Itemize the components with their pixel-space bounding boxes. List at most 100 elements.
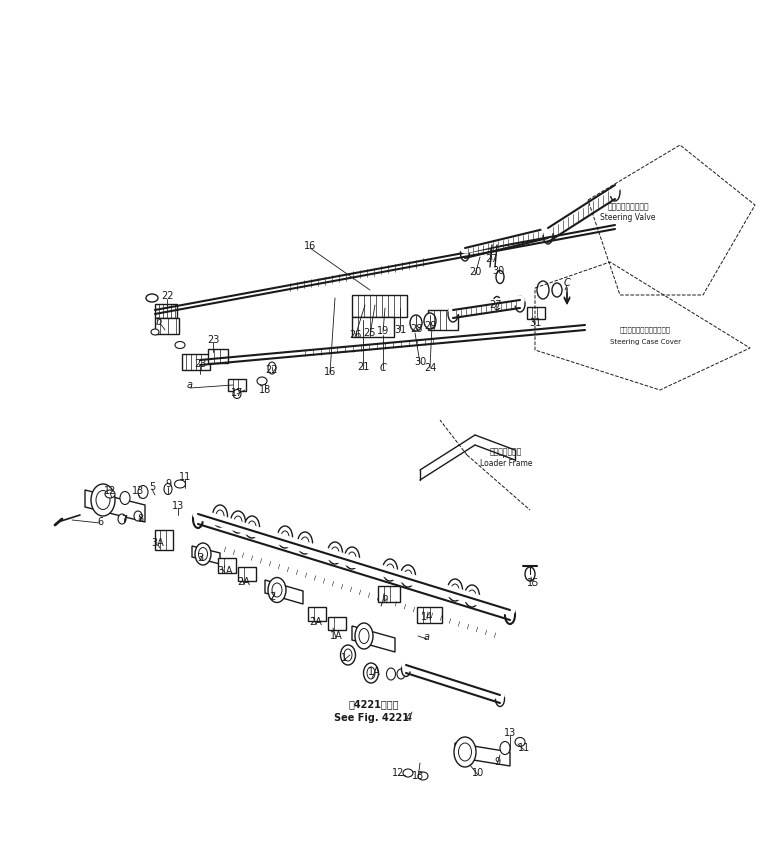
Ellipse shape (359, 629, 369, 643)
Text: 30: 30 (492, 266, 504, 276)
Ellipse shape (175, 342, 185, 349)
Ellipse shape (198, 547, 207, 560)
Text: 13: 13 (132, 486, 144, 496)
Ellipse shape (233, 389, 241, 399)
Ellipse shape (134, 511, 142, 521)
Ellipse shape (448, 306, 458, 322)
Ellipse shape (212, 505, 228, 527)
Text: 25: 25 (363, 328, 376, 338)
Bar (228, 379, 246, 391)
Text: 11: 11 (179, 472, 191, 482)
Ellipse shape (500, 741, 510, 754)
Bar (155, 304, 177, 318)
Text: 9: 9 (165, 479, 171, 489)
Text: 31: 31 (529, 318, 541, 328)
Text: C: C (564, 278, 570, 288)
Text: 9: 9 (494, 757, 500, 767)
Ellipse shape (91, 484, 115, 516)
Ellipse shape (544, 225, 552, 241)
Ellipse shape (515, 738, 525, 746)
Text: 11: 11 (518, 743, 530, 753)
Ellipse shape (331, 547, 339, 559)
Bar (352, 317, 394, 337)
Ellipse shape (424, 313, 436, 329)
Ellipse shape (278, 526, 292, 548)
Ellipse shape (468, 590, 476, 602)
Bar (428, 310, 458, 330)
Ellipse shape (328, 542, 342, 564)
Ellipse shape (400, 565, 416, 587)
Ellipse shape (195, 543, 211, 565)
Text: 28: 28 (410, 324, 422, 334)
Ellipse shape (105, 490, 115, 498)
Text: a: a (424, 632, 430, 642)
Text: 13: 13 (412, 771, 424, 781)
Text: 21: 21 (356, 362, 369, 372)
Text: 1: 1 (341, 653, 347, 663)
Ellipse shape (552, 283, 562, 297)
Ellipse shape (234, 516, 242, 528)
Ellipse shape (344, 649, 352, 661)
Text: 29: 29 (424, 321, 436, 331)
Bar (218, 558, 236, 573)
Text: 7: 7 (121, 515, 127, 525)
Polygon shape (85, 490, 145, 522)
Ellipse shape (537, 281, 549, 299)
Text: 10: 10 (472, 768, 484, 778)
Ellipse shape (257, 377, 267, 385)
Text: 30: 30 (414, 357, 426, 367)
Ellipse shape (138, 486, 148, 499)
Text: 13: 13 (172, 501, 184, 511)
Ellipse shape (451, 584, 459, 596)
Text: 2A: 2A (238, 577, 250, 587)
Ellipse shape (120, 492, 130, 505)
Ellipse shape (465, 585, 480, 607)
Text: 22: 22 (266, 365, 278, 375)
Ellipse shape (386, 564, 394, 576)
Text: 24: 24 (424, 363, 436, 373)
Text: 16: 16 (324, 367, 336, 377)
Ellipse shape (301, 537, 309, 549)
Ellipse shape (193, 510, 203, 528)
Ellipse shape (505, 606, 515, 624)
Ellipse shape (403, 769, 413, 777)
Ellipse shape (216, 510, 224, 522)
Ellipse shape (367, 667, 375, 679)
Ellipse shape (495, 692, 505, 707)
Text: 18: 18 (259, 385, 271, 395)
Ellipse shape (268, 577, 286, 603)
Ellipse shape (460, 245, 470, 261)
Ellipse shape (459, 743, 471, 761)
Ellipse shape (348, 552, 356, 564)
Ellipse shape (355, 623, 373, 649)
Text: ステアリングバルブ: ステアリングバルブ (607, 203, 649, 212)
Text: 3A: 3A (151, 538, 165, 548)
Text: 26: 26 (349, 330, 361, 340)
Polygon shape (192, 546, 220, 564)
Ellipse shape (175, 480, 186, 488)
Text: 3: 3 (197, 553, 203, 563)
Ellipse shape (244, 516, 260, 538)
Text: ローダフレーム: ローダフレーム (490, 447, 522, 457)
Bar (417, 607, 442, 623)
Text: 17: 17 (231, 388, 243, 398)
Text: 2A: 2A (310, 617, 322, 627)
Ellipse shape (146, 294, 158, 302)
Ellipse shape (272, 583, 282, 597)
Ellipse shape (363, 663, 378, 683)
Bar (352, 295, 407, 317)
Text: ステアリングケースカバー: ステアリングケースカバー (619, 327, 671, 333)
Text: 1A: 1A (367, 667, 381, 677)
Bar (527, 307, 545, 319)
Text: b: b (382, 593, 388, 603)
Ellipse shape (231, 511, 246, 533)
Bar (182, 354, 210, 370)
Text: 8: 8 (137, 514, 143, 524)
Text: C: C (380, 363, 386, 373)
Text: 23: 23 (193, 359, 206, 369)
Text: 6: 6 (97, 517, 103, 527)
Bar (155, 318, 179, 334)
Text: 3ʹA: 3ʹA (218, 566, 232, 576)
Polygon shape (455, 743, 510, 766)
Ellipse shape (493, 297, 501, 310)
